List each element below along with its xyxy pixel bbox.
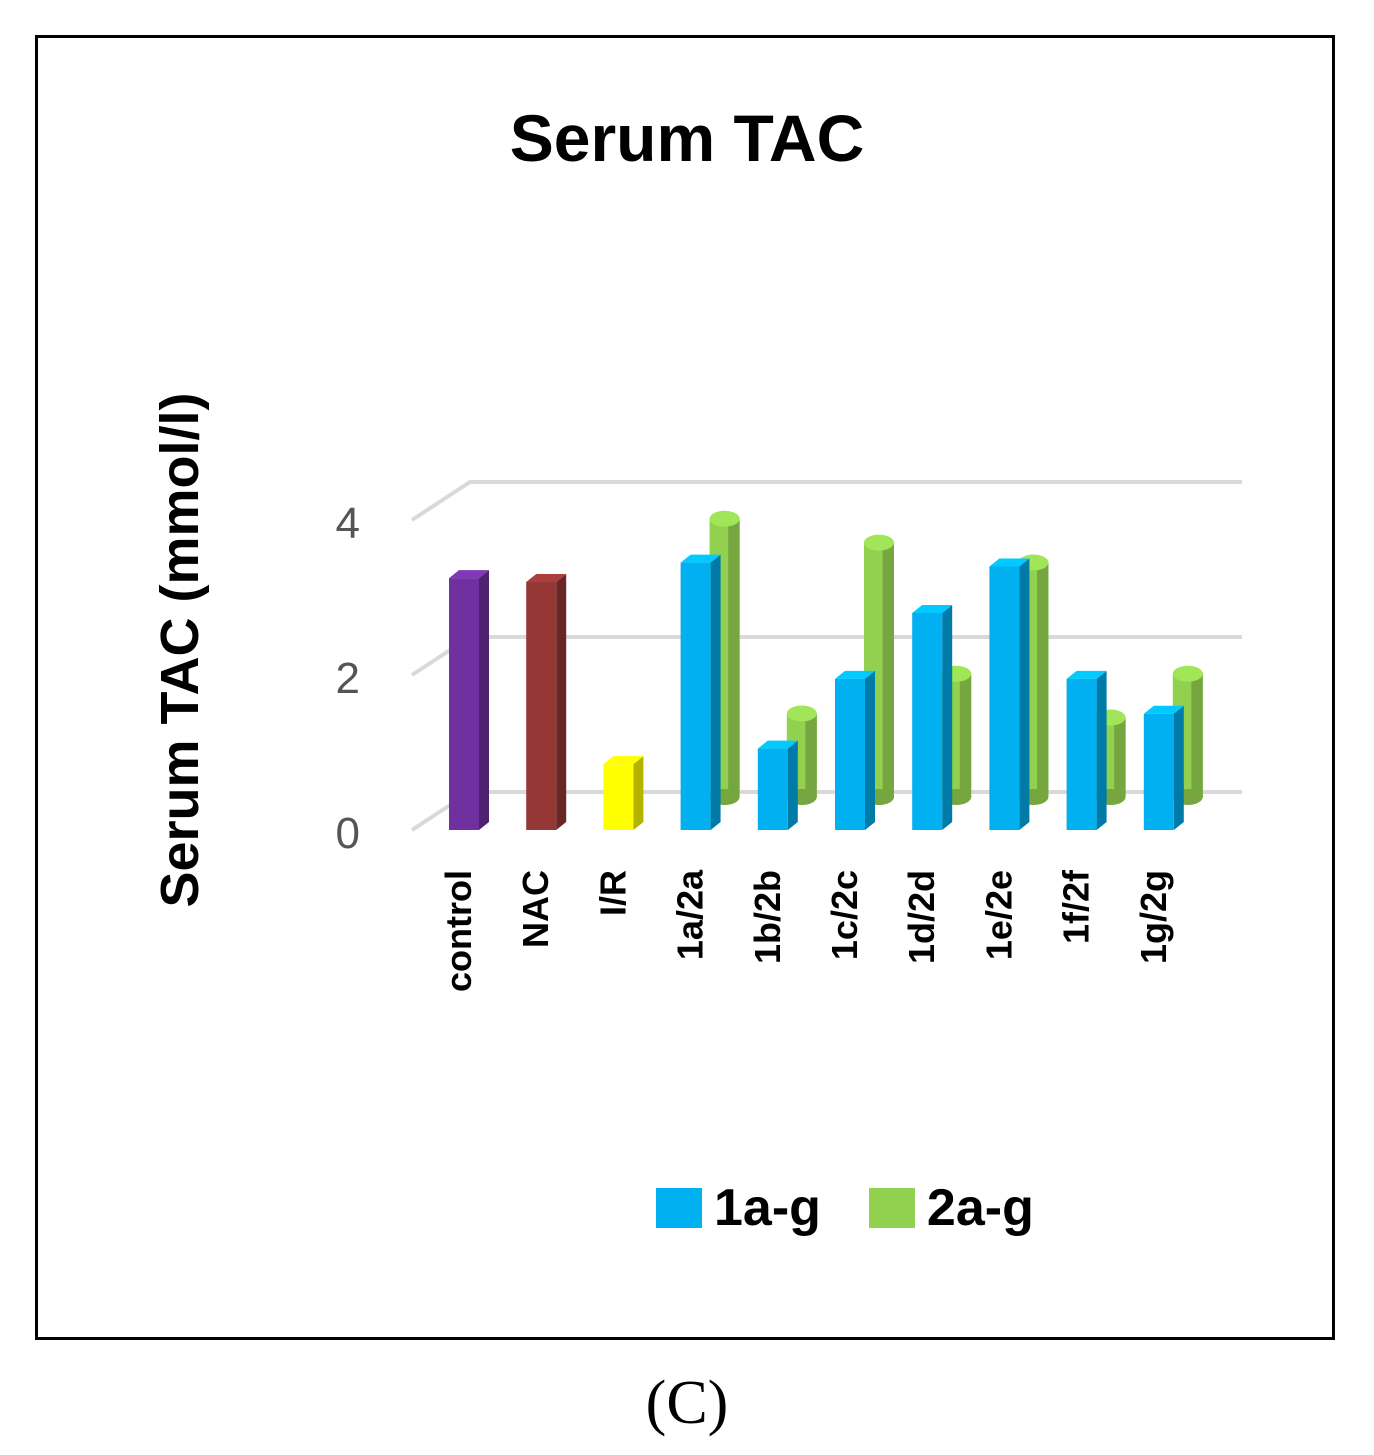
category-label: 1c/2c — [824, 870, 865, 960]
legend-item-series-2: 2a-g — [868, 1178, 1034, 1238]
legend-swatch-series-2 — [868, 1188, 915, 1228]
legend-label-series-1: 1a-g — [714, 1179, 821, 1237]
category-label: NAC — [515, 870, 556, 948]
bar-series-1-1a/2a — [680, 554, 721, 830]
bar-series-1-1f/2f — [1066, 670, 1107, 830]
category-label: 1f/2f — [1056, 869, 1097, 944]
bar-I/R — [603, 756, 644, 830]
y-tick-label: 0 — [336, 809, 360, 858]
bar-series-1-1d/2d — [912, 605, 953, 830]
bar-series-1-1g/2g — [1143, 705, 1184, 830]
category-label: 1e/2e — [978, 870, 1019, 960]
category-labels: control NAC I/R 1a/2a 1b/2b 1c/2c 1d/2d 1e/2e 1f… — [438, 869, 1174, 992]
legend: 1a-g 2a-g — [656, 1178, 1082, 1238]
bar-series-1-1c/2c — [835, 670, 875, 830]
legend-item-series-1: 1a-g — [656, 1178, 821, 1238]
category-label: 1d/2d — [901, 870, 942, 964]
gridline — [410, 480, 1242, 522]
category-label: control — [438, 870, 479, 992]
chart-title: Serum TAC — [509, 101, 865, 175]
bar-control — [449, 570, 489, 830]
category-label: 1a/2a — [670, 869, 711, 960]
y-tick-labels: 0 2 4 — [336, 499, 360, 858]
y-tick-label: 4 — [336, 499, 360, 548]
bar-NAC — [526, 574, 567, 830]
panel-label: (C) — [645, 1369, 729, 1437]
bars — [449, 510, 1203, 830]
category-label: I/R — [592, 870, 633, 916]
legend-label-series-2: 2a-g — [926, 1179, 1034, 1237]
legend-swatch-series-1 — [656, 1188, 702, 1228]
bar-series-1-1e/2e — [989, 558, 1030, 830]
bar-series-1-1b/2b — [757, 740, 798, 830]
category-label: 1b/2b — [747, 870, 788, 964]
category-label: 1g/2g — [1133, 870, 1174, 964]
y-tick-label: 2 — [336, 654, 360, 703]
